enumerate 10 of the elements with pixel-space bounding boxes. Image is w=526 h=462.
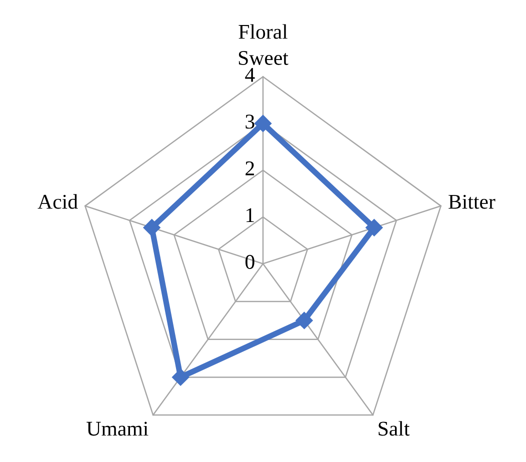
y-tick-label: 2 — [246, 161, 254, 176]
y-tick-label: 4 — [245, 68, 255, 82]
y-tick-label: 0 — [245, 254, 254, 269]
y-tick-label: 3 — [246, 114, 254, 129]
spoke-label: Floral Sweet — [238, 24, 288, 65]
spoke-label: Acid — [38, 194, 78, 209]
spoke-label: Bitter — [448, 194, 496, 209]
spoke-label: Salt — [378, 421, 410, 436]
spoke-label: Umami — [86, 422, 148, 436]
y-tick-label: 1 — [246, 208, 254, 222]
